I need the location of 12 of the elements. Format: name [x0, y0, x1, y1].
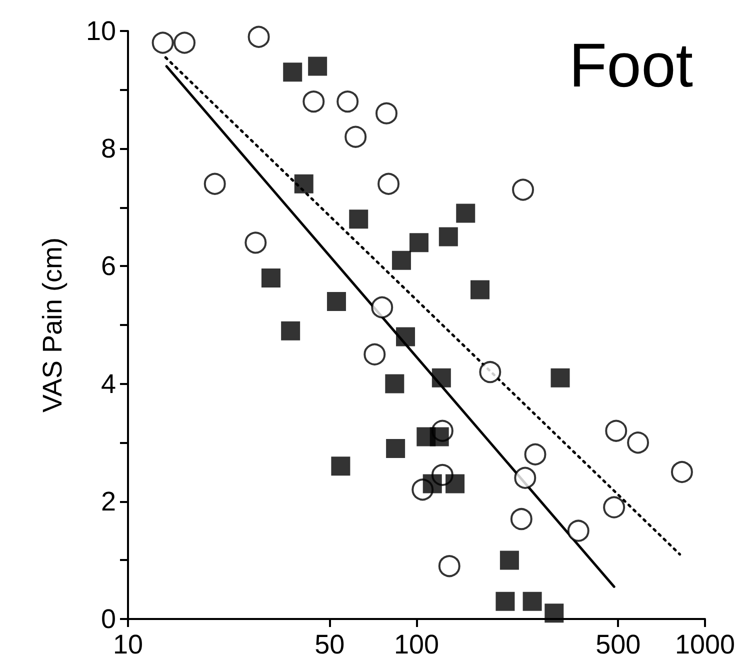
y-tick-label: 2 — [100, 486, 116, 516]
y-tick-label: 4 — [100, 368, 116, 399]
y-tick-label: 10 — [86, 16, 116, 46]
y-tick-label: 0 — [100, 604, 116, 634]
y-tick-label: 6 — [100, 251, 116, 282]
x-tick-label: 100 — [394, 630, 440, 660]
x-tick-label: 50 — [314, 630, 345, 660]
x-tick-label: 500 — [596, 630, 641, 660]
x-tick-label: 1000 — [674, 630, 736, 660]
y-tick-label: 8 — [100, 134, 116, 164]
chart-title: Foot — [568, 32, 693, 100]
y-axis-title: VAS Pain (cm) — [38, 237, 68, 413]
